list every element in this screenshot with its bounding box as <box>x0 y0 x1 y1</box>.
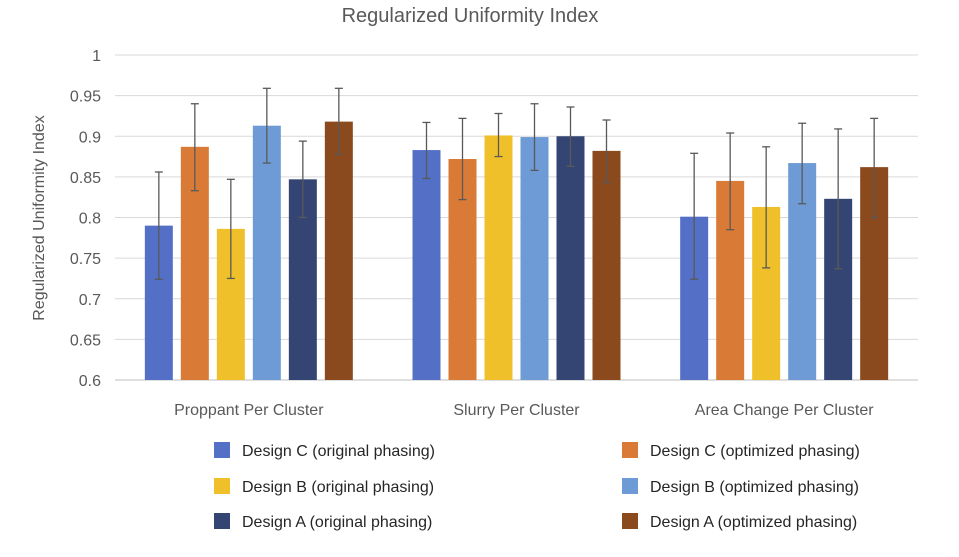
legend-label: Design B (original phasing) <box>242 479 434 496</box>
x-axis-ticks: Proppant Per Cluster Slurry Per Cluster Ar… <box>174 402 874 419</box>
y-tick-label: 0.85 <box>70 170 101 187</box>
legend-label: Design A (original phasing) <box>242 514 432 531</box>
legend-label: Design C (original phasing) <box>242 443 435 460</box>
legend-swatch <box>622 513 638 529</box>
bar <box>412 150 441 380</box>
y-axis-label: Regularized Uniformity Index <box>31 115 48 320</box>
y-tick-label: 0.65 <box>70 332 101 349</box>
legend-label: Design A (optimized phasing) <box>650 514 857 531</box>
legend-label: Design C (optimized phasing) <box>650 443 860 460</box>
x-tick-label: Area Change Per Cluster <box>695 402 874 419</box>
legend-swatch <box>214 513 230 529</box>
y-tick-label: 0.6 <box>79 373 101 390</box>
y-tick-label: 1 <box>92 48 101 65</box>
bar <box>324 121 353 380</box>
y-tick-label: 0.7 <box>79 292 101 309</box>
bar <box>592 150 621 380</box>
bar <box>252 125 281 380</box>
y-tick-label: 0.95 <box>70 89 101 106</box>
legend-swatch <box>622 478 638 494</box>
legend-label: Design B (optimized phasing) <box>650 479 859 496</box>
legend: Design C (original phasing) Design C (opt… <box>214 442 860 531</box>
legend-swatch <box>214 442 230 458</box>
x-tick-label: Slurry Per Cluster <box>453 402 580 419</box>
legend-swatch <box>622 442 638 458</box>
y-axis-ticks: 0.6 0.65 0.7 0.75 0.8 0.85 0.9 0.95 1 <box>70 48 101 390</box>
gridlines <box>115 54 918 381</box>
error-bars <box>154 87 879 280</box>
bar <box>520 137 549 380</box>
legend-swatch <box>214 478 230 494</box>
chart-title: Regularized Uniformity Index <box>342 5 599 27</box>
y-tick-label: 0.8 <box>79 211 101 228</box>
bars <box>144 121 889 380</box>
bar <box>484 135 513 380</box>
bar <box>556 136 585 380</box>
x-tick-label: Proppant Per Cluster <box>174 402 324 419</box>
y-tick-label: 0.9 <box>79 129 101 146</box>
y-tick-label: 0.75 <box>70 251 101 268</box>
